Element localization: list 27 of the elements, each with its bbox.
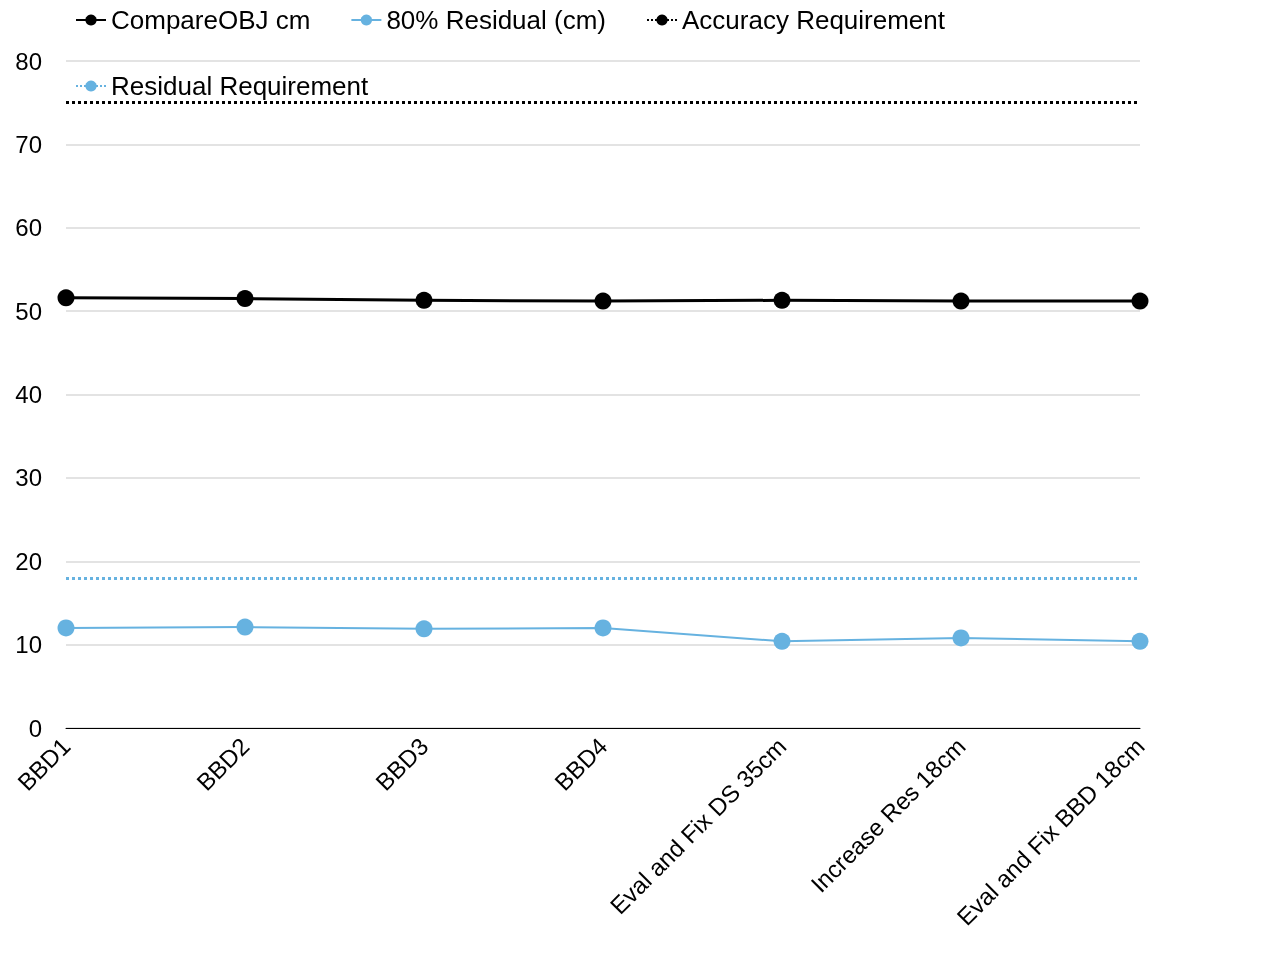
y-tick-label: 30 <box>15 464 42 492</box>
y-tick-label: 50 <box>15 297 42 325</box>
point <box>594 292 612 310</box>
y-tick-label: 20 <box>15 547 42 575</box>
point <box>236 290 254 308</box>
point <box>415 291 433 309</box>
point <box>773 291 791 309</box>
point <box>415 620 433 638</box>
point <box>1131 632 1149 650</box>
y-tick-label: 40 <box>15 381 42 408</box>
legend-label: CompareOBJ cm <box>111 5 311 35</box>
point <box>952 292 970 310</box>
y-tick-label: 10 <box>15 631 42 659</box>
point <box>952 629 970 647</box>
point <box>57 289 75 307</box>
legend-label: Residual Requirement <box>111 71 370 101</box>
legend-label: Accuracy Requirement <box>682 5 946 35</box>
legend-label: 80% Residual (cm) <box>386 5 607 35</box>
y-tick-label: 80 <box>15 47 42 75</box>
point <box>57 619 75 637</box>
point <box>236 618 254 636</box>
y-tick-label: 0 <box>28 714 42 742</box>
point <box>773 632 791 650</box>
y-tick-label: 60 <box>15 214 42 242</box>
point <box>594 619 612 637</box>
y-tick-label: 70 <box>15 130 42 158</box>
point <box>1131 292 1149 310</box>
